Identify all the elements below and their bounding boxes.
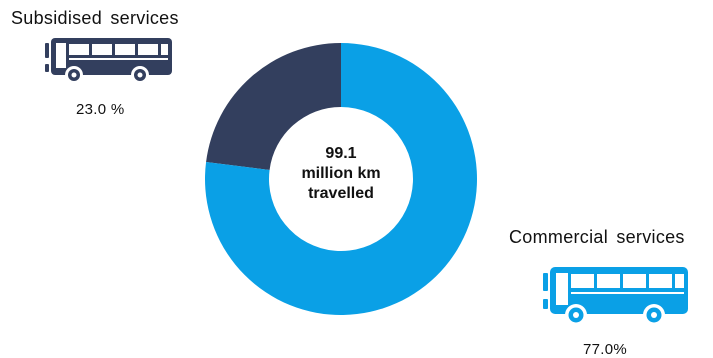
commercial-percentage: 77.0% bbox=[583, 341, 628, 358]
donut-chart bbox=[205, 43, 477, 315]
bus-icon bbox=[543, 267, 688, 326]
subsidised-services-label: Subsidised services bbox=[11, 8, 179, 28]
center-total-verb: travelled bbox=[308, 185, 374, 202]
center-total-value: 99.1 bbox=[325, 145, 357, 162]
donut-slice-subsidised bbox=[206, 43, 341, 170]
bus-icon bbox=[45, 38, 172, 84]
donut-slice-commercial bbox=[205, 43, 477, 315]
subsidised-percentage: 23.0 % bbox=[76, 101, 125, 118]
commercial-services-label: Commercial services bbox=[509, 227, 685, 247]
center-total-unit: million km bbox=[301, 165, 381, 182]
